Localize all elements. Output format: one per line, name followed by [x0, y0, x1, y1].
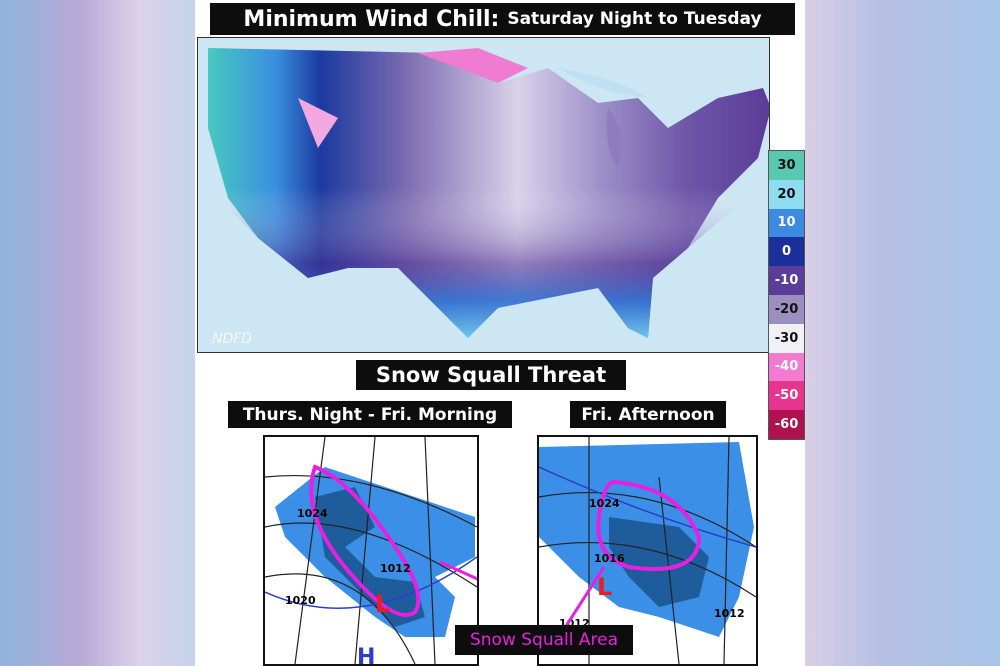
legend-swatch: -20	[769, 294, 804, 324]
legend-swatch: -40	[769, 352, 804, 382]
ndfd-watermark: NDFD	[212, 331, 252, 347]
isobar-label: 1024	[297, 507, 328, 520]
title-sub: Saturday Night to Tuesday	[507, 9, 762, 29]
title-bar: Minimum Wind Chill: Saturday Night to Tue…	[210, 3, 795, 35]
cold-zone-north	[418, 48, 528, 83]
legend-swatch: -30	[769, 323, 804, 353]
wind-chill-map-graphic: NDFD	[198, 38, 769, 352]
high-pressure-symbol: H	[357, 645, 375, 664]
legend-swatch: 30	[769, 151, 804, 180]
squall-outline	[596, 479, 702, 571]
cold-front	[539, 466, 756, 548]
cold-front	[265, 556, 477, 609]
isobar-label: 1024	[589, 497, 620, 510]
legend-swatch: 0	[769, 237, 804, 267]
isobars	[265, 437, 477, 664]
snow-area-heavy	[315, 487, 425, 627]
color-legend: 30 20 10 0 -10 -20 -30 -40 -50 -60	[768, 150, 805, 440]
legend-swatch: -10	[769, 266, 804, 295]
squall-map-left: 1024 1012 1020 L H	[263, 435, 479, 666]
legend-swatch: -60	[769, 410, 804, 439]
cold-zone-west	[298, 98, 338, 148]
callout-arrow	[439, 560, 477, 581]
wind-chill-map: NDFD	[197, 37, 770, 353]
squall-map-left-graphic: 1024 1012 1020 L H	[265, 437, 477, 664]
squall-title: Snow Squall Threat	[356, 360, 626, 390]
southern-region	[208, 188, 758, 338]
title-main: Minimum Wind Chill:	[243, 6, 500, 32]
isobar-label: 1012	[714, 607, 745, 620]
left-panel-label: Thurs. Night - Fri. Morning	[228, 401, 512, 428]
isobar-label: 1016	[594, 552, 625, 565]
right-panel-label: Fri. Afternoon	[570, 401, 726, 428]
legend-swatch: -50	[769, 381, 804, 411]
snow-squall-area-callout: Snow Squall Area	[455, 625, 633, 655]
isobar-label: 1020	[285, 594, 316, 607]
legend-swatch: 20	[769, 179, 804, 209]
low-pressure-symbol: L	[375, 590, 390, 618]
squall-map-right-graphic: 1024 1016 1012 1012 L	[539, 437, 756, 664]
squall-outline	[309, 464, 421, 617]
low-pressure-symbol: L	[597, 573, 612, 601]
legend-swatch: 10	[769, 208, 804, 238]
lake-michigan-region	[606, 108, 622, 168]
isobar-label: 1012	[380, 562, 411, 575]
snow-area-heavy	[609, 517, 709, 607]
lake-superior	[558, 68, 648, 98]
